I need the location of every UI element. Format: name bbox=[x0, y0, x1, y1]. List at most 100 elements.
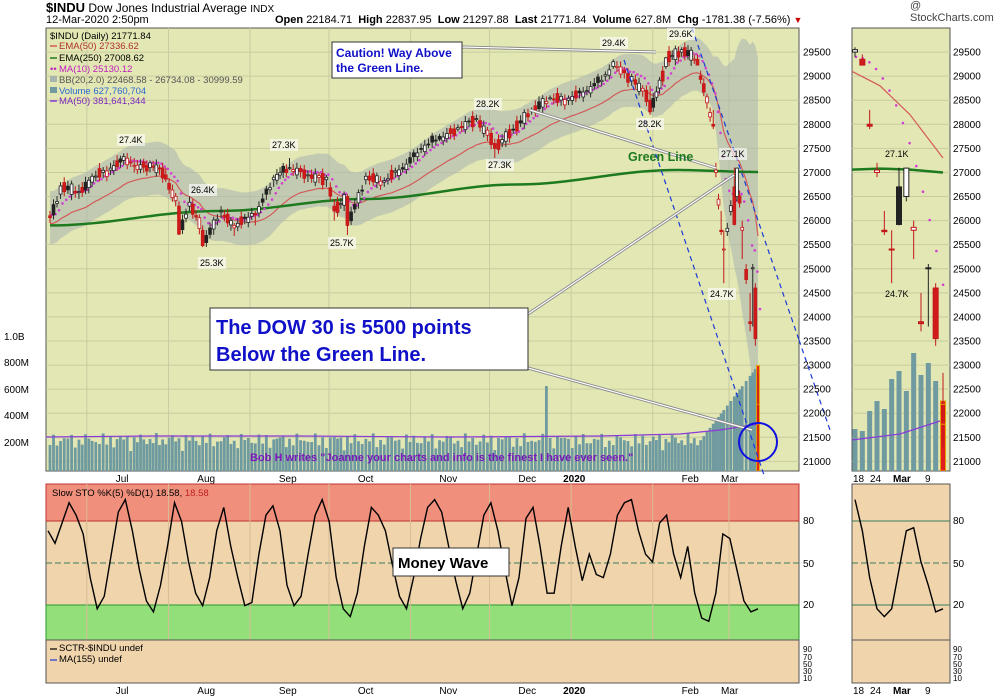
candle-body bbox=[548, 97, 552, 100]
candle-body bbox=[148, 162, 152, 169]
ma10-dot bbox=[440, 141, 443, 145]
candle-body bbox=[364, 175, 368, 181]
candle-body bbox=[222, 214, 227, 218]
candle-body bbox=[748, 321, 752, 325]
zoom-ma10-dot bbox=[908, 141, 911, 145]
y-tick-label: 26500 bbox=[803, 192, 831, 203]
volume-bar bbox=[226, 435, 230, 471]
volume-bar bbox=[603, 447, 607, 471]
volume-bar bbox=[324, 447, 328, 471]
candle-body bbox=[676, 51, 681, 58]
zoom-y-tick-label: 27500 bbox=[953, 144, 981, 155]
candle-body bbox=[235, 222, 240, 228]
volume-bar bbox=[77, 439, 81, 471]
candle-body bbox=[721, 248, 726, 251]
volume-bar bbox=[673, 437, 677, 471]
high-value: 22837.95 bbox=[385, 14, 432, 26]
svg-text:50: 50 bbox=[953, 660, 962, 669]
ma10-dot bbox=[138, 160, 141, 163]
candle-body bbox=[448, 128, 453, 134]
volume-bar bbox=[544, 386, 548, 471]
candle-body bbox=[441, 136, 446, 142]
x-tick-label: Jul bbox=[116, 474, 129, 485]
volume-bar bbox=[482, 434, 486, 471]
volume-bar bbox=[236, 448, 240, 471]
candle-body bbox=[138, 164, 143, 170]
volume-bar bbox=[699, 440, 703, 471]
candle-body bbox=[295, 167, 299, 176]
ma10-dot bbox=[669, 72, 673, 75]
volume-bar bbox=[208, 433, 212, 471]
sctr-ma-legend: MA(155) undef bbox=[59, 654, 122, 665]
zoom-ma10-dot bbox=[881, 77, 885, 80]
x-tick-label: Feb bbox=[682, 686, 700, 697]
candle-body bbox=[90, 175, 94, 183]
candle-body bbox=[445, 133, 449, 139]
candle-body bbox=[356, 192, 361, 204]
ma10-dot bbox=[536, 114, 539, 118]
candle-body bbox=[633, 79, 638, 85]
volume-bar bbox=[622, 440, 626, 471]
x-tick-label: Nov bbox=[439, 474, 457, 485]
candle-body bbox=[555, 93, 560, 103]
volume-bar bbox=[655, 440, 658, 471]
volume-bar bbox=[109, 436, 112, 471]
ma10-dot bbox=[513, 131, 517, 135]
candle-body bbox=[415, 152, 420, 158]
candle-body bbox=[167, 183, 171, 190]
volume-bar bbox=[125, 436, 129, 471]
candle-body bbox=[599, 79, 604, 83]
volume-bar bbox=[664, 438, 668, 471]
volume-bar bbox=[299, 440, 302, 471]
x-tick-label: Feb bbox=[682, 474, 700, 485]
zoom-ma10-dot bbox=[935, 249, 938, 253]
volume-bar bbox=[474, 444, 478, 471]
ma10-dot bbox=[203, 216, 206, 219]
low-value: 21297.88 bbox=[462, 14, 509, 26]
trendline-upper bbox=[691, 27, 800, 341]
volume-bar bbox=[548, 438, 552, 471]
candle-body bbox=[637, 82, 641, 92]
ma10-dot bbox=[134, 159, 138, 163]
volume-bar bbox=[515, 438, 519, 471]
volume-bar bbox=[302, 440, 306, 471]
stoch-level-80: 80 bbox=[803, 516, 815, 527]
ma10-dot bbox=[547, 105, 550, 108]
zoom-volume-bar bbox=[852, 429, 858, 471]
volume-bar bbox=[408, 441, 412, 471]
ma10-dot bbox=[234, 217, 238, 221]
candle-body bbox=[478, 120, 482, 128]
volume-bar bbox=[204, 442, 208, 471]
volume-bar bbox=[751, 372, 755, 471]
volume-bar bbox=[142, 439, 146, 471]
zoom-ma10-dot bbox=[894, 104, 898, 107]
volume-bar bbox=[174, 441, 178, 471]
candle-body bbox=[278, 172, 282, 176]
candle-body bbox=[544, 101, 549, 105]
y-tick-label: 29500 bbox=[803, 48, 831, 59]
candle-body bbox=[750, 267, 755, 270]
candle-body bbox=[651, 97, 656, 108]
zoom-y-tick-label: 27000 bbox=[953, 168, 981, 179]
volume-bar bbox=[306, 441, 310, 471]
volume-ma50-line bbox=[45, 423, 759, 438]
volume-bar bbox=[132, 437, 136, 471]
volume-bar bbox=[585, 443, 589, 471]
candle-body bbox=[360, 189, 364, 192]
ma10-dot bbox=[117, 166, 121, 170]
volume-bar bbox=[219, 441, 223, 471]
candle-body bbox=[430, 135, 434, 143]
volume-bar bbox=[611, 445, 615, 471]
volume-bar bbox=[261, 443, 265, 471]
volume-bar bbox=[615, 435, 619, 471]
volume-bar bbox=[702, 436, 706, 471]
volume-bar bbox=[275, 438, 279, 471]
candle-body bbox=[151, 165, 155, 168]
money-wave-label: Money Wave bbox=[398, 555, 488, 572]
ma10-dot bbox=[414, 162, 418, 165]
volume-bar bbox=[419, 443, 423, 471]
y-tick-label: 22000 bbox=[803, 409, 831, 420]
peak-label: 28.2K bbox=[638, 119, 662, 129]
volume-bar bbox=[667, 442, 671, 471]
stochastic-line bbox=[47, 497, 759, 623]
